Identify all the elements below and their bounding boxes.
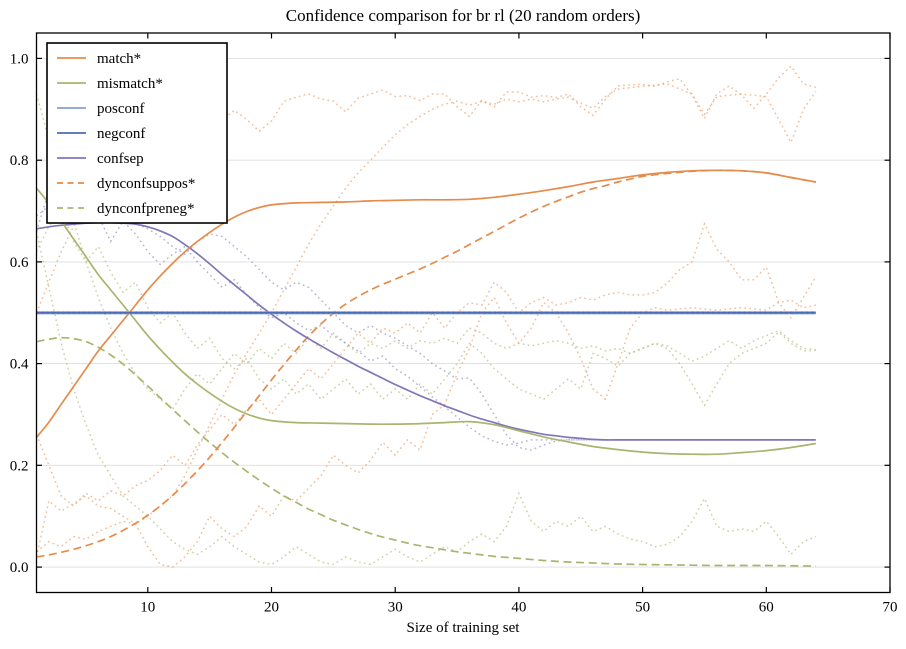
y-tick-label: 0.2	[10, 458, 29, 474]
series-line-dynconfpreneg	[36, 336, 816, 567]
run-purple-2-line	[35, 153, 816, 446]
x-tick-label: 30	[388, 600, 403, 616]
legend-label: posconf	[97, 101, 145, 117]
axis-layer: 10 20 30 40 50 60 70 0.0 0.2 0.4 0.6 0.8 1.0	[10, 32, 898, 616]
legend-label: match*	[97, 51, 141, 67]
line-layer	[35, 64, 817, 568]
y-tick-label: 0.6	[10, 255, 29, 271]
y-tick-label: 0.8	[10, 153, 29, 169]
x-tick-label: 50	[635, 600, 650, 616]
run-olive-mid-line	[35, 209, 816, 401]
x-tick-label: 10	[140, 600, 155, 616]
series-line-dynconfsuppos	[36, 169, 816, 558]
y-tick-label: 0.0	[10, 560, 29, 576]
legend: match* mismatch* posconf negconf confsep dync…	[46, 42, 228, 224]
x-tick-label: 60	[759, 600, 774, 616]
plot-border	[35, 32, 891, 594]
run-orange-low-line	[35, 296, 816, 568]
legend-label: negconf	[97, 126, 145, 142]
series-line-match	[35, 169, 816, 438]
legend-label: confsep	[97, 151, 144, 167]
y-tick-label: 1.0	[10, 51, 29, 67]
legend-label: dynconfsuppos*	[97, 176, 195, 192]
legend-label: dynconfpreneg*	[97, 201, 194, 217]
x-axis-label: Size of training set	[407, 620, 521, 636]
run-orange-mid-line	[35, 221, 817, 508]
x-tick-label: 40	[511, 600, 526, 616]
y-tick-label: 0.4	[10, 357, 29, 373]
run-olive-low-line	[35, 231, 817, 566]
x-tick-label: 70	[883, 600, 898, 616]
x-tick-label: 20	[264, 600, 279, 616]
series-line-mismatch	[35, 187, 816, 456]
chart-title: Confidence comparison for br rl (20 rand…	[286, 6, 641, 25]
legend-label: mismatch*	[97, 76, 163, 92]
series-line-confsep	[36, 221, 816, 441]
